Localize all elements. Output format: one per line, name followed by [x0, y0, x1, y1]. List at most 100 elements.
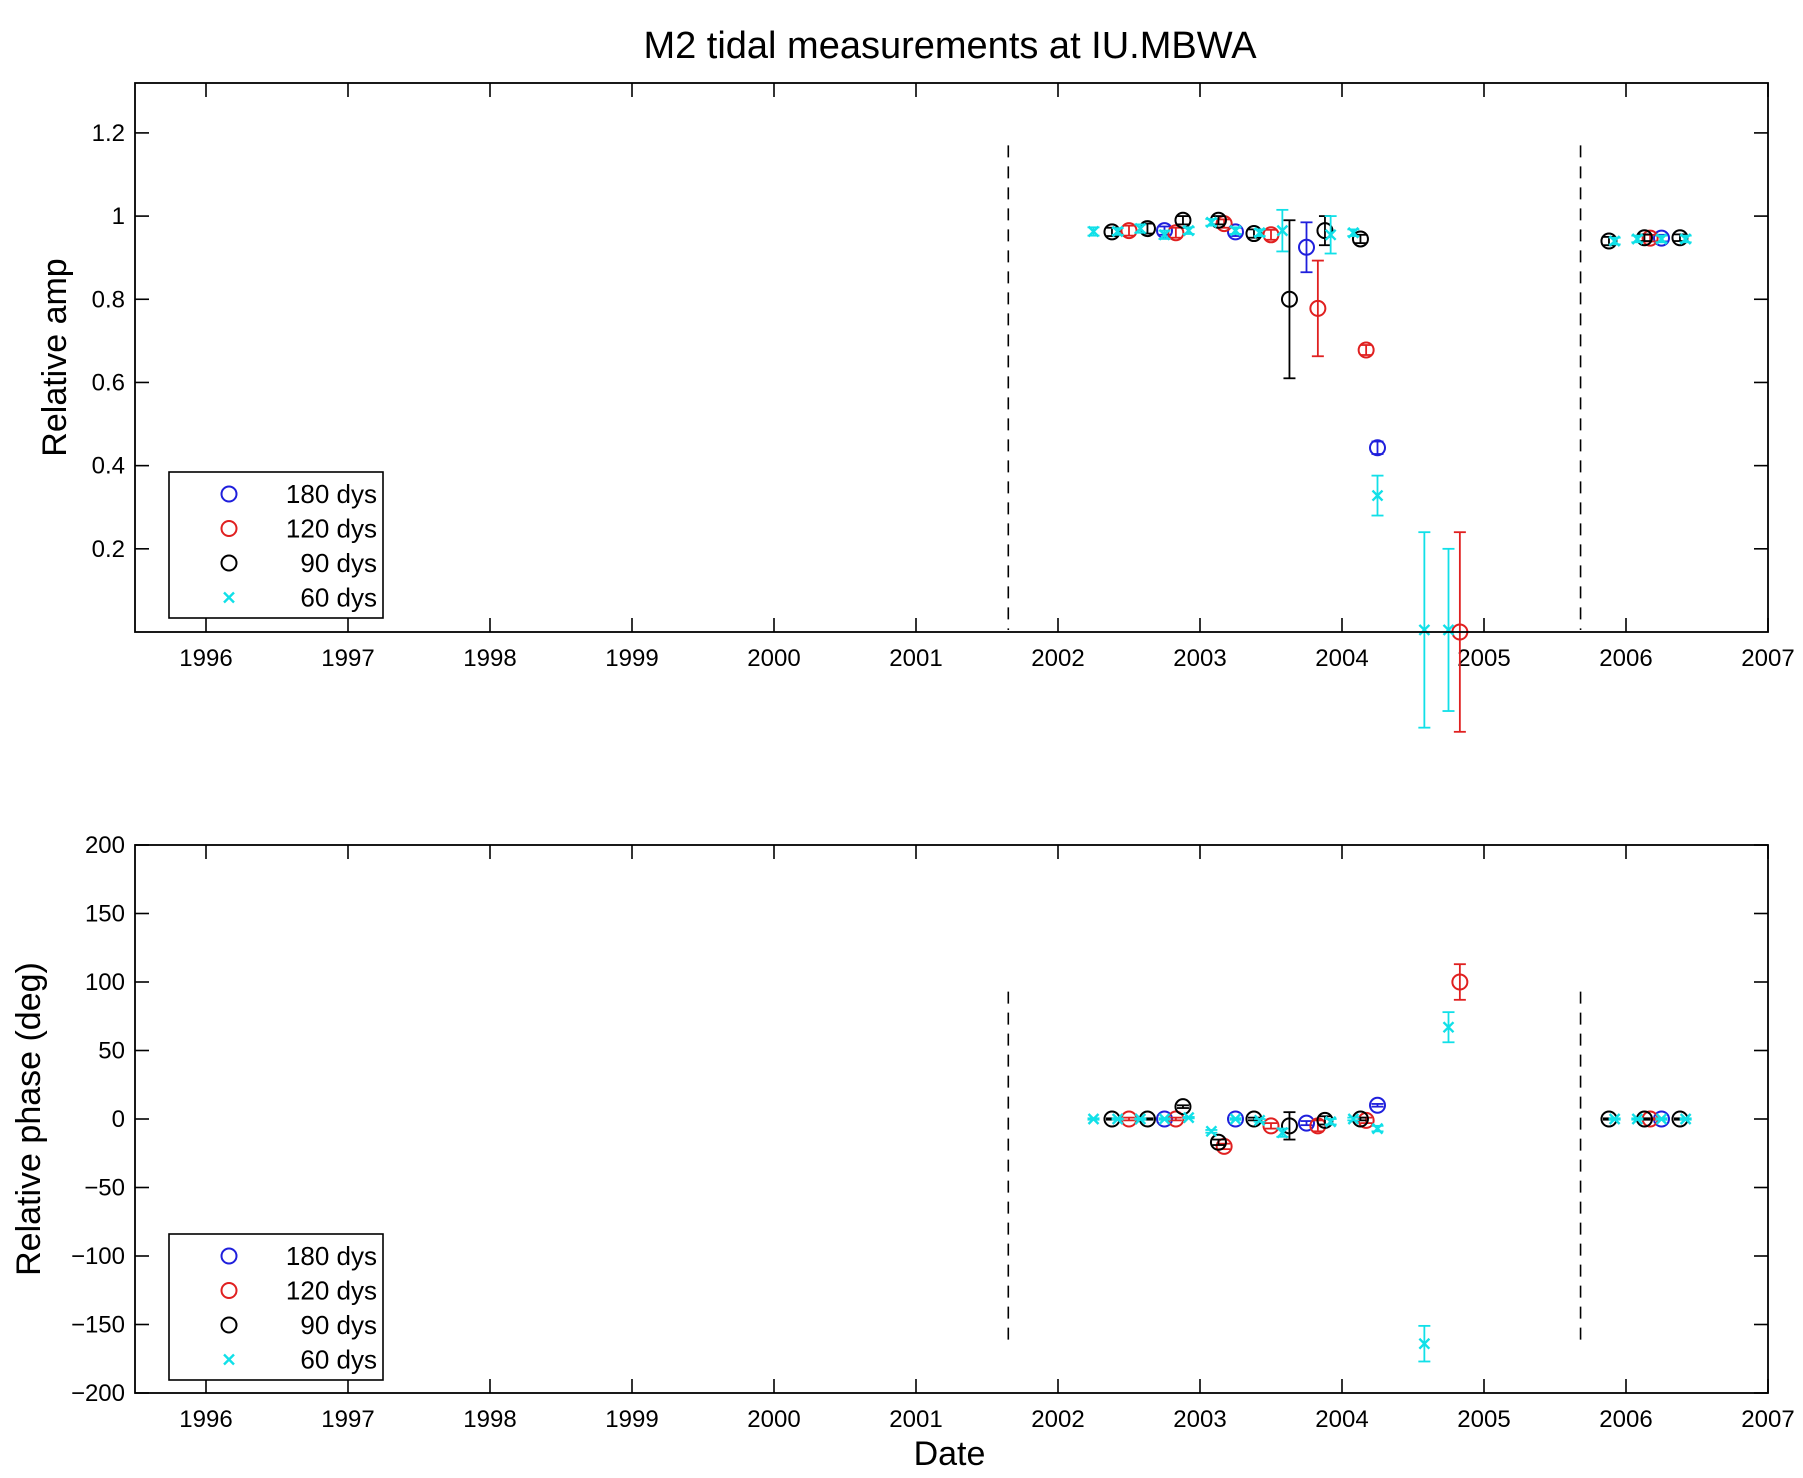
legend-label: 180 dys [286, 1241, 377, 1271]
data-point-circle [1120, 222, 1138, 240]
data-point-circle [1600, 232, 1618, 250]
data-point-circle [1316, 222, 1334, 240]
x-tick-label: 2006 [1599, 1406, 1652, 1433]
data-point-x [1253, 1114, 1266, 1127]
x-tick-label: 2006 [1599, 645, 1652, 672]
y-tick-label: −50 [84, 1175, 125, 1202]
y-tick-label: −200 [71, 1380, 125, 1407]
y-tick-label: −100 [71, 1243, 125, 1270]
legend-label: 90 dys [300, 548, 377, 578]
legend-marker-x [223, 1353, 235, 1366]
data-point-circle [1357, 341, 1375, 359]
data-point-x [1371, 489, 1384, 502]
legend: 180 dys 120 dys 90 dys 60 dys [168, 1233, 384, 1381]
data-point-x [1418, 1337, 1431, 1350]
data-point-circle [1351, 230, 1369, 248]
data-point-circle [1298, 238, 1315, 256]
x-tick-label: 2003 [1173, 1406, 1226, 1433]
data-point-x [1205, 1125, 1218, 1138]
x-tick-label: 1997 [321, 645, 374, 672]
data-point-x [1418, 624, 1431, 636]
x-tick-label: 2000 [747, 645, 800, 672]
x-tick-label: 2003 [1173, 645, 1226, 672]
x-tick-label: 2005 [1457, 645, 1510, 672]
data-point-x [1655, 233, 1668, 245]
x-tick-label: 2002 [1031, 1406, 1084, 1433]
x-tick-label: 2007 [1741, 1406, 1794, 1433]
x-tick-label: 1999 [605, 1406, 658, 1433]
x-tick-label: 2005 [1457, 1406, 1510, 1433]
data-point-x [1679, 1113, 1692, 1125]
data-point-x [1087, 225, 1100, 238]
x-axis-label: Date [914, 1435, 986, 1473]
data-point-x [1182, 1111, 1195, 1124]
data-point-circle [1167, 224, 1185, 242]
legend-label: 60 dys [300, 1345, 377, 1375]
data-point-x [1134, 1113, 1147, 1125]
legend-marker-circle [220, 485, 238, 503]
data-point-x [1276, 1126, 1289, 1139]
x-tick-label: 1996 [179, 1406, 232, 1433]
y-axis-label: Relative phase (deg) [10, 962, 48, 1276]
series-60-dys [1087, 208, 1692, 729]
data-point-x [1324, 1115, 1337, 1128]
data-point-circle [1641, 229, 1659, 247]
x-tick-label: 1998 [463, 1406, 516, 1433]
x-tick-label: 2001 [889, 1406, 942, 1433]
series-90-dys [1103, 211, 1689, 380]
data-point-x [1111, 1113, 1124, 1125]
legend-marker-circle [220, 1247, 238, 1265]
y-tick-label: −150 [71, 1312, 125, 1339]
legend-frame [168, 471, 384, 619]
data-point-x [1087, 1113, 1100, 1125]
data-point-circle [1369, 1096, 1386, 1114]
legend-label: 120 dys [286, 1276, 377, 1306]
y-tick-label: 200 [85, 832, 125, 859]
y-tick-label: 0.6 [92, 369, 125, 396]
y-tick-label: 1.2 [92, 120, 125, 147]
x-tick-label: 2000 [747, 1406, 800, 1433]
data-point-x [1229, 224, 1242, 237]
x-tick-label: 2001 [889, 645, 942, 672]
data-point-x [1442, 1021, 1455, 1034]
x-tick-label: 1996 [179, 645, 232, 672]
data-point-x [1229, 1113, 1242, 1125]
y-tick-label: 0 [112, 1106, 125, 1133]
data-point-circle [1451, 973, 1469, 991]
legend-label: 90 dys [300, 1310, 377, 1340]
data-point-x [1631, 233, 1644, 245]
figure-title: M2 tidal measurements at IU.MBWA [643, 25, 1257, 67]
x-tick-label: 1997 [321, 1406, 374, 1433]
series-120-dys [1120, 963, 1659, 1155]
data-point-x [1182, 224, 1195, 237]
data-point-x [1442, 624, 1455, 636]
legend-marker-x [223, 591, 235, 604]
y-tick-label: 0.4 [92, 453, 125, 480]
data-point-circle [1280, 1117, 1298, 1135]
series-60-dys [1087, 1011, 1692, 1363]
data-point-circle [1209, 1133, 1227, 1151]
data-point-circle [1227, 223, 1244, 241]
legend-marker-circle [220, 554, 238, 572]
y-tick-label: 150 [85, 901, 125, 928]
data-point-x [1158, 1113, 1171, 1125]
series-120-dys [1120, 215, 1659, 733]
x-tick-label: 2004 [1315, 1406, 1368, 1433]
data-point-x [1347, 226, 1360, 239]
data-point-x [1205, 216, 1218, 229]
data-point-x [1111, 225, 1124, 238]
amplitude-plot: 1996 1997 1998 1999 2000 2001 2002 2003 2004 2005… [36, 82, 1795, 733]
data-point-x [1631, 1113, 1644, 1125]
x-tick-label: 2002 [1031, 645, 1084, 672]
data-point-x [1324, 228, 1337, 241]
data-point-x [1679, 233, 1692, 245]
x-tick-label: 1999 [605, 645, 658, 672]
data-point-x [1253, 226, 1266, 239]
data-point-circle [1227, 1110, 1244, 1128]
data-point-x [1655, 1113, 1668, 1125]
axes-frame [134, 844, 1769, 1394]
series-180-dys [1156, 1096, 1670, 1132]
y-tick-label: 0.2 [92, 536, 125, 563]
legend-marker-circle [220, 520, 238, 537]
